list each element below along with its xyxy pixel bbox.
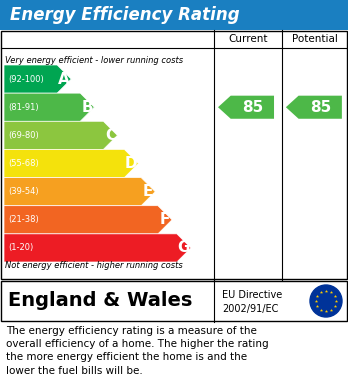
Text: Very energy efficient - lower running costs: Very energy efficient - lower running co… bbox=[5, 56, 183, 65]
Text: Current: Current bbox=[228, 34, 268, 44]
Text: 2002/91/EC: 2002/91/EC bbox=[222, 303, 278, 314]
Text: (1-20): (1-20) bbox=[8, 244, 33, 253]
Polygon shape bbox=[4, 234, 191, 262]
Text: EU Directive: EU Directive bbox=[222, 290, 282, 300]
Polygon shape bbox=[4, 206, 172, 234]
Text: Potential: Potential bbox=[292, 34, 338, 44]
Polygon shape bbox=[4, 149, 139, 178]
Text: E: E bbox=[143, 184, 153, 199]
Circle shape bbox=[310, 285, 342, 317]
Text: (69-80): (69-80) bbox=[8, 131, 39, 140]
Polygon shape bbox=[4, 178, 155, 206]
Polygon shape bbox=[4, 93, 94, 121]
Text: (39-54): (39-54) bbox=[8, 187, 39, 196]
Bar bbox=[0, 0, 348, 30]
Text: F: F bbox=[160, 212, 170, 227]
Text: (21-38): (21-38) bbox=[8, 215, 39, 224]
Bar bbox=[1, 31, 347, 279]
Text: Not energy efficient - higher running costs: Not energy efficient - higher running co… bbox=[5, 261, 183, 270]
Text: 85: 85 bbox=[310, 100, 331, 115]
Text: England & Wales: England & Wales bbox=[8, 292, 192, 310]
Text: G: G bbox=[177, 240, 190, 255]
Text: (81-91): (81-91) bbox=[8, 103, 39, 112]
Text: B: B bbox=[81, 100, 93, 115]
Polygon shape bbox=[4, 121, 117, 149]
Text: (55-68): (55-68) bbox=[8, 159, 39, 168]
Text: D: D bbox=[125, 156, 138, 171]
Text: The energy efficiency rating is a measure of the
overall efficiency of a home. T: The energy efficiency rating is a measur… bbox=[6, 326, 269, 376]
Polygon shape bbox=[218, 96, 274, 119]
Polygon shape bbox=[4, 65, 71, 93]
Text: A: A bbox=[58, 72, 70, 86]
Bar bbox=[1, 281, 347, 321]
Text: C: C bbox=[105, 128, 116, 143]
Text: (92-100): (92-100) bbox=[8, 75, 44, 84]
Text: Energy Efficiency Rating: Energy Efficiency Rating bbox=[10, 6, 240, 24]
Text: 85: 85 bbox=[242, 100, 263, 115]
Polygon shape bbox=[286, 96, 342, 119]
